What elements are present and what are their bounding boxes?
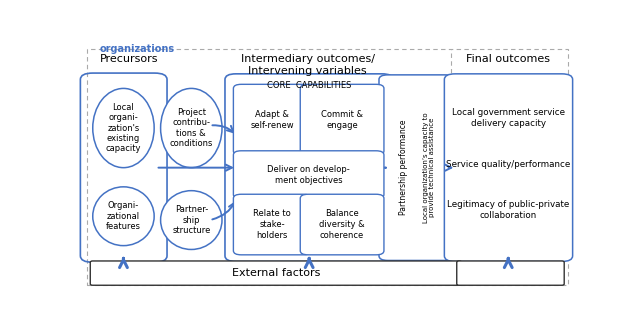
Text: Partnership performance: Partnership performance [399, 120, 408, 215]
Text: Intermediary outcomes/
Intervening variables: Intermediary outcomes/ Intervening varia… [241, 54, 374, 76]
Text: organizations: organizations [100, 44, 175, 54]
Ellipse shape [93, 88, 154, 168]
Ellipse shape [93, 187, 154, 246]
Text: Balance
diversity &
coherence: Balance diversity & coherence [320, 209, 365, 240]
FancyBboxPatch shape [300, 84, 384, 155]
Text: CORE  CAPABILITIES: CORE CAPABILITIES [266, 81, 351, 90]
FancyBboxPatch shape [300, 194, 384, 255]
Text: Local organization’s capacity to
provide technical assistance: Local organization’s capacity to provide… [422, 112, 435, 223]
Text: Local
organi-
zation's
existing
capacity: Local organi- zation's existing capacity [105, 103, 141, 153]
FancyBboxPatch shape [90, 261, 462, 285]
Text: Relate to
stake-
holders: Relate to stake- holders [254, 209, 291, 240]
Text: Precursors: Precursors [100, 54, 158, 64]
Text: Organi-
zational
features: Organi- zational features [106, 201, 141, 231]
Text: Project
contribu-
tions &
conditions: Project contribu- tions & conditions [169, 108, 213, 148]
Text: Deliver on develop-
ment objectives: Deliver on develop- ment objectives [267, 165, 350, 185]
FancyBboxPatch shape [233, 84, 311, 155]
Text: External factors: External factors [232, 268, 320, 278]
Text: Adapt &
self-renew: Adapt & self-renew [250, 110, 294, 130]
Ellipse shape [160, 191, 222, 249]
FancyBboxPatch shape [444, 74, 573, 262]
Text: Service quality/performance: Service quality/performance [447, 160, 571, 169]
Text: Legitimacy of public-private
collaboration: Legitimacy of public-private collaborati… [447, 200, 569, 220]
Ellipse shape [160, 88, 222, 168]
Text: Partner-
ship
structure: Partner- ship structure [172, 205, 210, 235]
Text: Final outcomes: Final outcomes [466, 54, 550, 64]
FancyBboxPatch shape [233, 194, 311, 255]
FancyBboxPatch shape [379, 75, 454, 261]
Text: Local government service
delivery capacity: Local government service delivery capaci… [452, 108, 565, 128]
FancyBboxPatch shape [233, 151, 384, 199]
Text: Commit &
engage: Commit & engage [321, 110, 363, 130]
FancyBboxPatch shape [457, 261, 564, 285]
